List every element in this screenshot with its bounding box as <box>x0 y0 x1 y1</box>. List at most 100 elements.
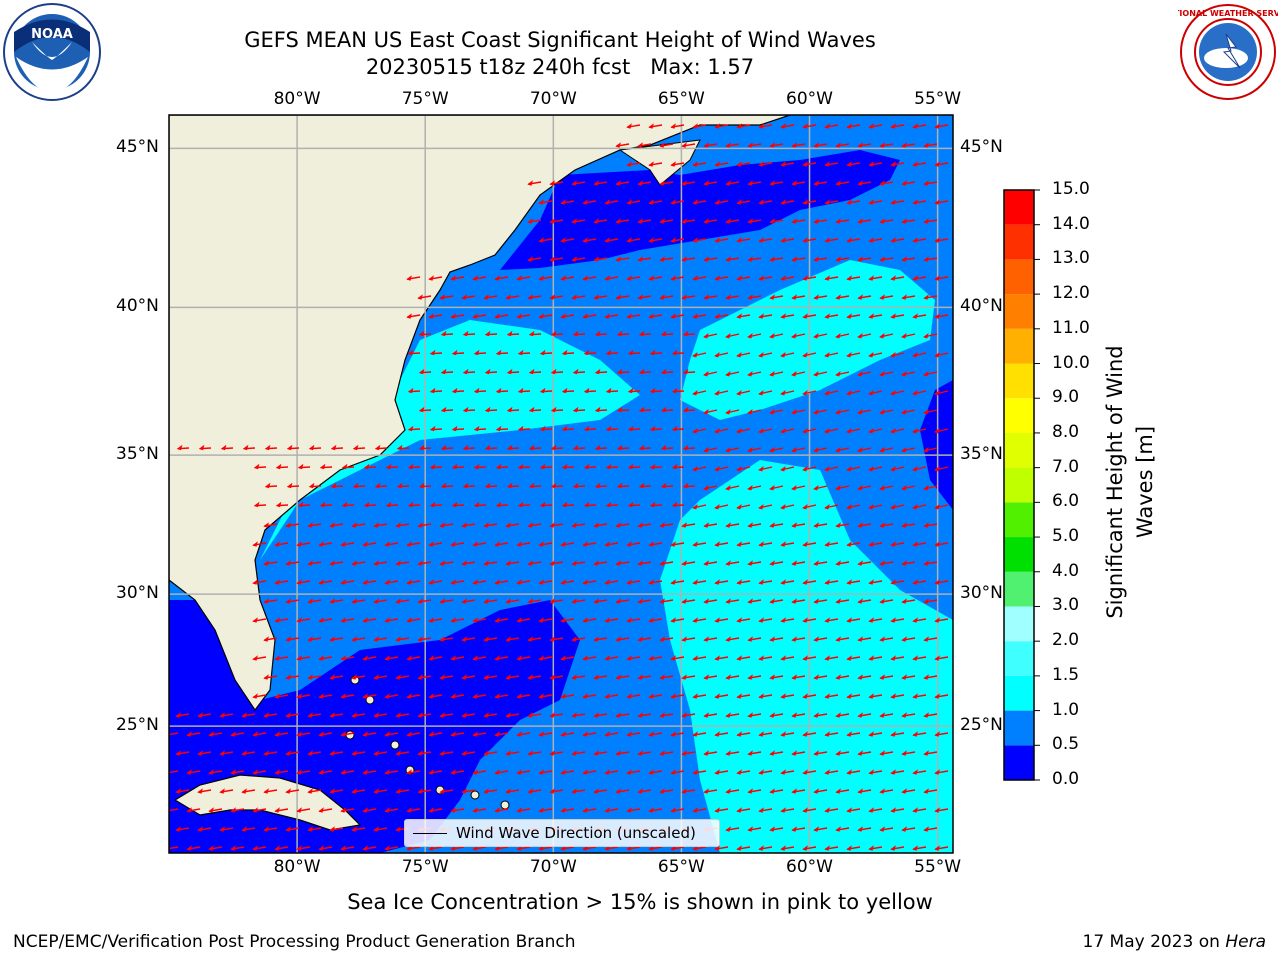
wave-arrow-head <box>616 406 623 413</box>
wave-arrow-head <box>373 598 379 604</box>
wave-arrow-head <box>351 750 357 756</box>
wave-arrow-head <box>605 425 612 432</box>
wave-arrow-head <box>549 294 555 300</box>
wave-arrow-head <box>351 788 357 794</box>
wave-arrow-head <box>230 807 236 813</box>
wave-arrow-head <box>549 674 555 680</box>
wave-arrow-head <box>835 218 841 224</box>
wave-arrow-head <box>550 368 557 375</box>
wave-arrow-head <box>451 387 458 394</box>
wave-arrow-head <box>824 313 830 319</box>
wave-arrow-head <box>758 579 764 585</box>
wave-arrow-head <box>901 485 907 491</box>
wave-arrow-head <box>593 598 599 604</box>
wave-arrow-head <box>671 501 678 508</box>
wave-arrow-head <box>516 313 522 319</box>
wave-arrow-head <box>285 674 291 680</box>
wave-arrow-head <box>395 636 401 642</box>
wave-arrow-head <box>615 142 621 148</box>
noaa-logo-text: NOAA <box>31 27 73 42</box>
wave-arrow-head <box>451 501 458 508</box>
wave-arrow-head <box>868 199 874 205</box>
wave-arrow-head <box>791 218 797 224</box>
wave-arrow-head <box>780 313 786 319</box>
wave-arrow-head <box>660 444 667 451</box>
wave-arrow-head <box>747 636 753 642</box>
wave-arrow-head <box>615 218 621 224</box>
wave-arrow-head <box>714 693 720 699</box>
wave-arrow-head <box>307 788 313 794</box>
wave-arrow-head <box>483 636 489 642</box>
nws-logo: NATIONAL WEATHER SERVICE <box>1178 4 1278 100</box>
wave-arrow-head <box>934 428 940 434</box>
wave-arrow-head <box>230 731 236 737</box>
wave-arrow-head <box>571 294 577 300</box>
wave-arrow-head <box>341 463 348 470</box>
wave-arrow-head <box>330 444 337 451</box>
wave-arrow-head <box>495 501 502 508</box>
wave-arrow-head <box>307 560 313 566</box>
wave-arrow-head <box>868 731 874 737</box>
bahamas-island <box>470 790 480 800</box>
wave-arrow-head <box>527 788 533 794</box>
wave-arrow-head <box>813 485 819 491</box>
wave-arrow-head <box>901 218 907 224</box>
wave-arrow-head <box>736 617 742 623</box>
wave-arrow-head <box>473 387 480 394</box>
wave-arrow-head <box>813 409 819 415</box>
colorbar-segment <box>1004 363 1034 399</box>
wave-arrow-head <box>296 693 302 699</box>
wave-arrow-head <box>582 845 588 851</box>
wave-arrow-head <box>660 368 667 375</box>
lon-label-top: 75°W <box>401 89 449 109</box>
wave-arrow-head <box>571 256 577 262</box>
wave-arrow-head <box>923 447 929 453</box>
wave-arrow-head <box>802 769 808 775</box>
wave-arrow-head <box>472 313 478 319</box>
wave-arrow-head <box>572 444 579 451</box>
wave-arrow-head <box>406 693 412 699</box>
wave-arrow-head <box>692 390 698 396</box>
wave-arrow-head <box>725 333 731 339</box>
wave-arrow-head <box>483 788 489 794</box>
wave-arrow-head <box>824 275 830 281</box>
wave-arrow-head <box>780 199 786 205</box>
wave-arrow-head <box>429 387 436 394</box>
wave-arrow-head <box>714 428 720 434</box>
wave-arrow-head <box>330 482 337 489</box>
chart-subtitle: 20230515 t18z 240h fcst Max: 1.57 <box>365 55 755 79</box>
wave-arrow-head <box>472 731 478 737</box>
wave-arrow-head <box>527 218 533 224</box>
wave-arrow-head <box>296 579 302 585</box>
wave-arrow-head <box>879 522 885 528</box>
wave-arrow-head <box>626 541 632 547</box>
wave-arrow-head <box>264 482 271 489</box>
wave-arrow-head <box>758 731 764 737</box>
wave-arrow-head <box>901 180 907 186</box>
wave-arrow-head <box>736 541 742 547</box>
wave-arrow-head <box>901 750 907 756</box>
wave-arrow-head <box>527 180 533 186</box>
wave-arrow-head <box>681 180 687 186</box>
wave-arrow-head <box>791 180 797 186</box>
wave-arrow-head <box>451 349 458 356</box>
wave-arrow-head <box>824 466 830 472</box>
wave-arrow-head <box>285 560 291 566</box>
wave-arrow-head <box>395 674 401 680</box>
wave-arrow-head <box>791 409 797 415</box>
wave-arrow-head <box>791 560 797 566</box>
wave-arrow-head <box>857 371 863 377</box>
wave-arrow-head <box>692 617 698 623</box>
wave-arrow-head <box>549 636 555 642</box>
wave-arrow-head <box>263 522 269 528</box>
wave-arrow-head <box>725 409 731 415</box>
wave-arrow-head <box>791 788 797 794</box>
wave-arrow-head <box>462 444 469 451</box>
wave-arrow-head <box>615 598 621 604</box>
wave-arrow-head <box>747 560 753 566</box>
wave-arrow-head <box>242 444 249 451</box>
wave-arrow-head <box>638 368 645 375</box>
colorbar-title-line1: Significant Height of Wind <box>1103 345 1127 619</box>
wave-arrow-head <box>923 333 929 339</box>
wave-arrow-head <box>604 655 610 661</box>
